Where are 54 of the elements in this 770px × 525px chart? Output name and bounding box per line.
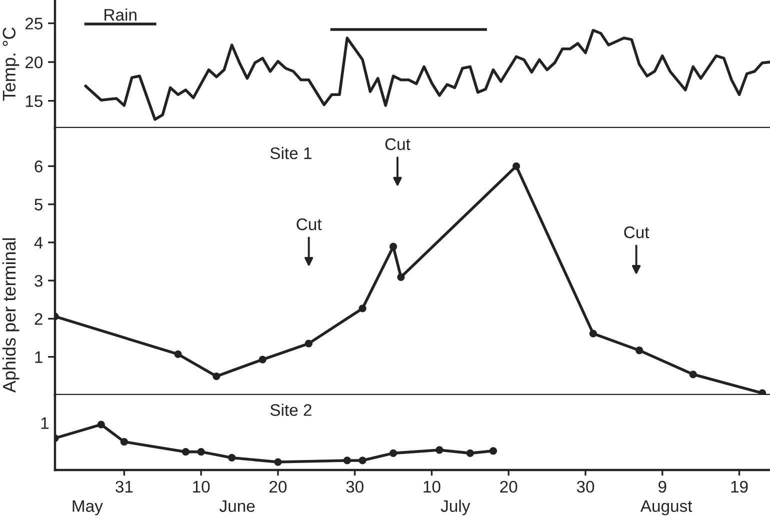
point	[358, 456, 366, 464]
point	[512, 162, 520, 170]
point	[389, 449, 398, 457]
point	[120, 438, 128, 446]
y-tick-label: 2	[34, 313, 42, 325]
annotation: Cut	[385, 138, 410, 150]
point	[343, 456, 351, 464]
point	[397, 273, 405, 281]
y-tick-label: 5	[34, 198, 42, 210]
point	[274, 458, 282, 466]
y-tick-label: 3	[34, 274, 42, 287]
point	[466, 449, 474, 457]
point	[174, 350, 182, 358]
x-tick-label: 10	[193, 480, 210, 493]
point	[197, 448, 205, 456]
point	[635, 346, 644, 354]
y-tick-label: 4	[34, 237, 43, 248]
text: July	[440, 500, 470, 516]
point	[489, 447, 498, 455]
text: August	[640, 500, 692, 516]
point	[182, 448, 190, 456]
x-tick-label: 20	[500, 480, 518, 493]
point	[228, 454, 236, 462]
x-tick-label: 19	[731, 480, 748, 493]
point	[436, 446, 444, 454]
text: May	[72, 500, 103, 516]
y-axis-title: Aphids per terminal	[2, 238, 20, 393]
y-tick-label: 15	[26, 95, 42, 108]
x-tick-label: 30	[346, 480, 364, 493]
point	[389, 242, 398, 250]
text: Site 2	[270, 404, 312, 416]
y-tick-label: 20	[25, 56, 43, 68]
y-tick-label: 1	[35, 351, 42, 363]
x-tick-label: 31	[116, 480, 133, 493]
y-axis-title: Temp. °C	[2, 27, 20, 101]
y-tick-label: 25	[25, 18, 42, 30]
point	[97, 420, 105, 428]
annotation: Cut	[624, 226, 650, 238]
point	[212, 372, 220, 380]
point	[304, 340, 313, 348]
text: June	[220, 500, 255, 512]
x-tick-label: 10	[424, 480, 440, 493]
x-tick-label: 9	[658, 480, 666, 493]
y-tick-label: 6	[34, 160, 42, 172]
point	[589, 330, 597, 338]
text: Site 1	[270, 146, 312, 160]
point	[358, 304, 366, 312]
point	[689, 370, 697, 378]
x-tick-label: 20	[270, 480, 287, 493]
x-tick-label: 30	[576, 480, 594, 493]
point	[258, 356, 266, 364]
line-series	[84, 28, 770, 121]
annotation: Cut	[296, 218, 322, 230]
series-label: Rain	[104, 8, 136, 21]
